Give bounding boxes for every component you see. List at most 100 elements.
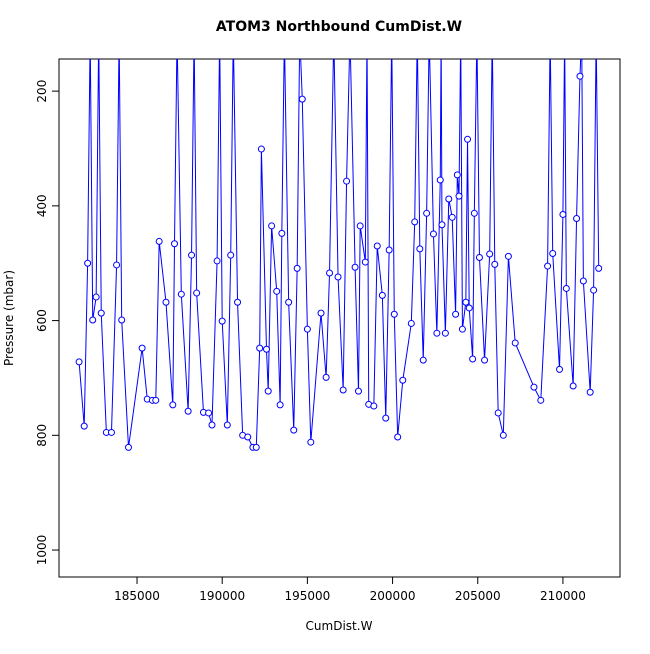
plot-frame bbox=[58, 58, 621, 578]
data-point bbox=[433, 329, 441, 337]
data-point bbox=[343, 177, 351, 185]
y-tick-label: 600 bbox=[35, 309, 49, 332]
data-point bbox=[208, 421, 216, 429]
data-point bbox=[205, 409, 213, 417]
data-point bbox=[445, 195, 453, 203]
data-point bbox=[465, 304, 473, 312]
data-point bbox=[84, 259, 92, 267]
data-point bbox=[504, 252, 512, 260]
data-point bbox=[244, 433, 252, 441]
x-tick-label: 205000 bbox=[455, 589, 501, 603]
data-point bbox=[475, 253, 483, 261]
data-point bbox=[177, 290, 185, 298]
data-point bbox=[462, 298, 470, 306]
data-point bbox=[579, 277, 587, 285]
data-point bbox=[486, 250, 494, 258]
data-point bbox=[317, 309, 325, 317]
data-point bbox=[491, 260, 499, 268]
y-tick-label: 200 bbox=[35, 80, 49, 103]
data-point bbox=[458, 325, 466, 333]
data-point bbox=[278, 229, 286, 237]
data-point bbox=[499, 431, 507, 439]
data-point bbox=[429, 230, 437, 238]
data-point bbox=[303, 325, 311, 333]
plot-area bbox=[75, 59, 603, 451]
data-point bbox=[378, 291, 386, 299]
data-point bbox=[113, 261, 121, 269]
data-point bbox=[188, 251, 196, 259]
data-point bbox=[590, 286, 598, 294]
data-point bbox=[361, 258, 369, 266]
data-point bbox=[464, 135, 472, 143]
data-point bbox=[448, 213, 456, 221]
data-point bbox=[411, 218, 419, 226]
data-point bbox=[152, 396, 160, 404]
x-tick-label: 185000 bbox=[114, 589, 160, 603]
data-point bbox=[307, 438, 315, 446]
y-tick-label: 1000 bbox=[35, 535, 49, 566]
data-point bbox=[544, 262, 552, 270]
data-point bbox=[469, 355, 477, 363]
data-point bbox=[80, 422, 88, 430]
data-point bbox=[586, 388, 594, 396]
data-point bbox=[511, 339, 519, 347]
data-point bbox=[171, 240, 179, 248]
data-point bbox=[436, 176, 444, 184]
y-axis-label: Pressure (mbar) bbox=[2, 270, 16, 366]
data-point bbox=[223, 421, 231, 429]
data-point bbox=[322, 373, 330, 381]
data-point bbox=[268, 222, 276, 230]
data-point bbox=[290, 426, 298, 434]
data-point bbox=[92, 293, 100, 301]
data-point bbox=[162, 298, 170, 306]
data-point bbox=[407, 319, 415, 327]
data-point bbox=[193, 289, 201, 297]
x-axis-label: CumDist.W bbox=[306, 619, 373, 633]
data-point bbox=[138, 344, 146, 352]
data-point bbox=[234, 298, 242, 306]
data-point bbox=[530, 383, 538, 391]
data-point bbox=[416, 245, 424, 253]
data-point bbox=[455, 192, 463, 200]
data-point bbox=[169, 401, 177, 409]
data-point bbox=[155, 237, 163, 245]
data-point bbox=[399, 376, 407, 384]
data-point bbox=[556, 365, 564, 373]
data-point bbox=[125, 443, 133, 451]
data-point bbox=[351, 263, 359, 271]
data-point bbox=[438, 221, 446, 229]
data-point bbox=[576, 72, 584, 80]
x-tick-label: 195000 bbox=[284, 589, 330, 603]
data-point bbox=[218, 317, 226, 325]
data-point bbox=[89, 316, 97, 324]
data-point bbox=[276, 401, 284, 409]
data-point bbox=[227, 251, 235, 259]
data-point bbox=[213, 257, 221, 265]
data-point bbox=[293, 264, 301, 272]
data-point bbox=[394, 433, 402, 441]
data-point bbox=[257, 145, 265, 153]
data-point bbox=[339, 386, 347, 394]
data-point bbox=[549, 249, 557, 257]
data-point bbox=[423, 209, 431, 217]
data-point bbox=[562, 284, 570, 292]
data-point bbox=[470, 209, 478, 217]
data-point bbox=[441, 329, 449, 337]
x-tick-label: 210000 bbox=[540, 589, 586, 603]
data-point bbox=[75, 358, 83, 366]
data-point bbox=[385, 246, 393, 254]
data-point bbox=[264, 387, 272, 395]
data-point bbox=[382, 414, 390, 422]
data-point bbox=[573, 214, 581, 222]
data-point bbox=[298, 95, 306, 103]
y-tick-label: 800 bbox=[35, 424, 49, 447]
chart-title: ATOM3 Northbound CumDist.W bbox=[216, 19, 462, 35]
data-point bbox=[354, 387, 362, 395]
x-tick-label: 190000 bbox=[199, 589, 245, 603]
data-point bbox=[419, 356, 427, 364]
data-point bbox=[537, 396, 545, 404]
data-point bbox=[559, 210, 567, 218]
data-point bbox=[97, 309, 105, 317]
data-point bbox=[595, 264, 603, 272]
